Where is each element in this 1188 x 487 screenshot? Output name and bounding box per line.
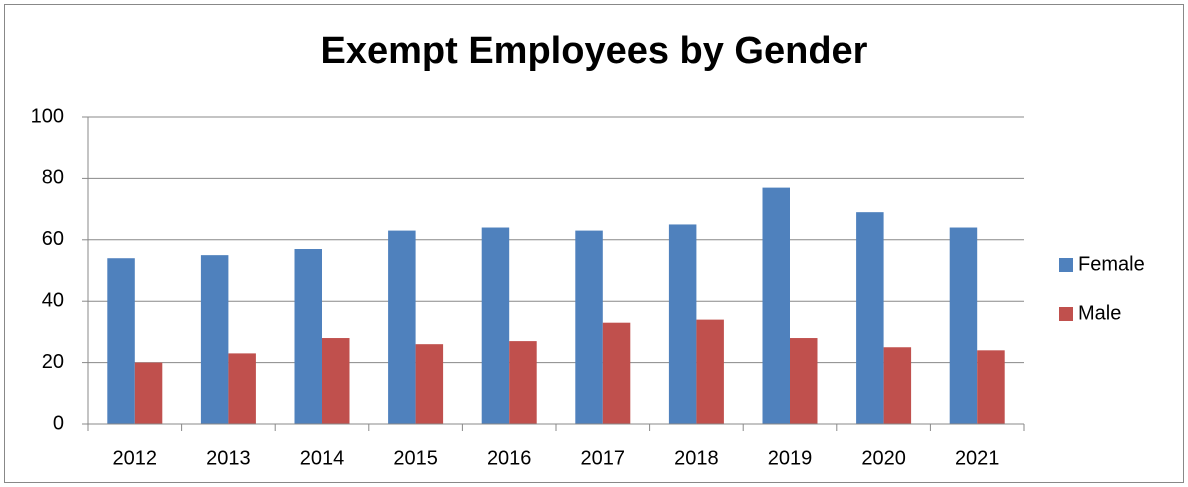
bar [294, 249, 322, 424]
y-tick-label: 20 [42, 351, 64, 373]
x-tick-label: 2019 [768, 447, 813, 469]
y-tick-label: 80 [42, 167, 64, 189]
bar [949, 227, 978, 424]
x-tick-label: 2014 [300, 447, 345, 469]
bar [107, 258, 135, 424]
bar [696, 319, 724, 424]
chart-title: Exempt Employees by Gender [321, 30, 868, 72]
x-tick-label: 2012 [113, 447, 158, 469]
bar [134, 362, 163, 424]
x-tick-label: 2015 [393, 447, 438, 469]
bar [790, 338, 818, 424]
bar [883, 347, 912, 424]
bar [228, 353, 256, 424]
y-tick-label: 0 [53, 412, 64, 434]
bar [481, 227, 510, 424]
bar [602, 322, 631, 424]
bar [762, 187, 790, 424]
bar [509, 341, 537, 424]
bar [856, 212, 884, 424]
y-tick-label: 100 [31, 105, 64, 127]
y-tick-label: 60 [42, 228, 64, 250]
bar [388, 230, 416, 424]
x-tick-label: 2017 [581, 447, 626, 469]
bar [415, 344, 444, 424]
legend-label: Female [1078, 253, 1145, 275]
x-tick-label: 2021 [955, 447, 1000, 469]
legend-label: Male [1078, 302, 1121, 324]
legend-swatch [1059, 307, 1073, 321]
x-tick-label: 2013 [206, 447, 251, 469]
x-tick-label: 2020 [861, 447, 906, 469]
bar [668, 224, 697, 424]
bar [575, 230, 603, 424]
legend-swatch [1059, 258, 1073, 272]
x-tick-label: 2016 [487, 447, 532, 469]
bar [200, 255, 229, 424]
bar [977, 350, 1005, 424]
bar [322, 338, 350, 424]
y-tick-label: 40 [42, 289, 64, 311]
x-tick-label: 2018 [674, 447, 719, 469]
